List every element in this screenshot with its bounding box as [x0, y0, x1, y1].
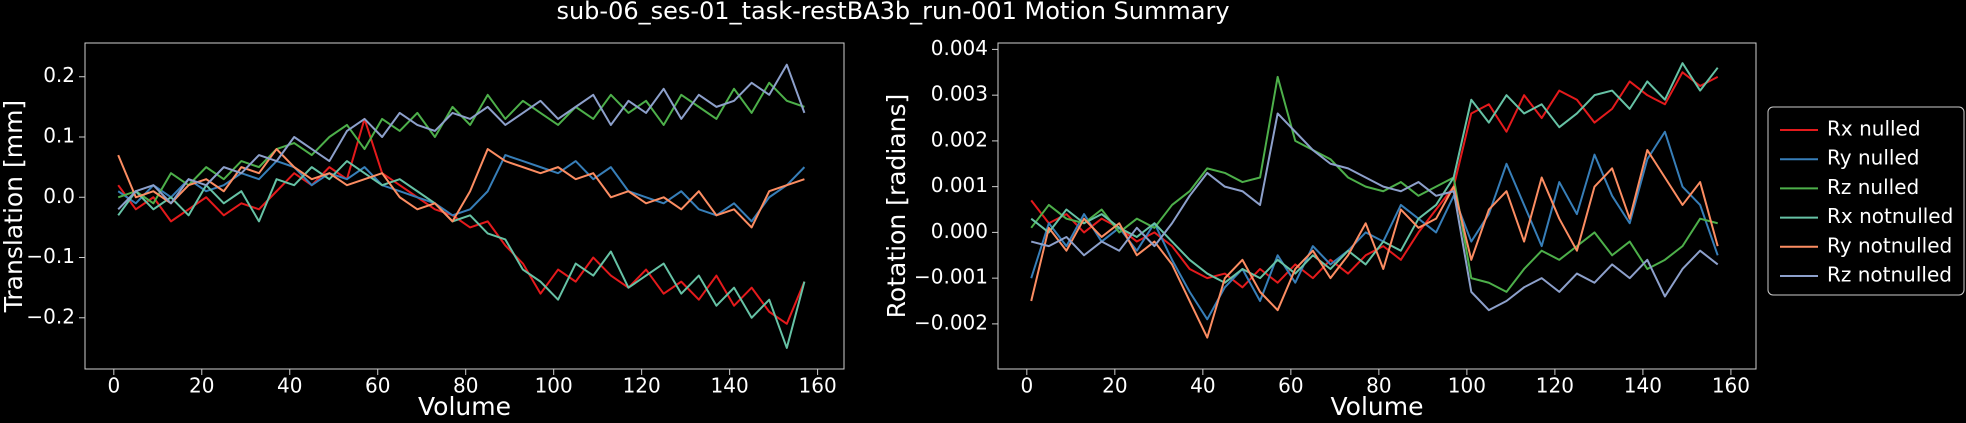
x-tick-label: 120: [1536, 374, 1574, 398]
y-tick-label: 0.1: [43, 124, 75, 148]
series-line: [117, 117, 806, 325]
y-tick-label: 0.003: [931, 82, 988, 106]
y-tick-label: 0.000: [931, 219, 988, 243]
figure-title: sub-06_ses-01_task-restBA3b_run-001 Moti…: [556, 0, 1229, 25]
x-tick-label: 60: [1278, 374, 1303, 398]
x-tick-label: 140: [1624, 374, 1662, 398]
y-tick-label: 0.004: [931, 36, 988, 60]
y-axis-label: Translation [mm]: [0, 100, 28, 313]
x-axis-label: Volume: [1331, 392, 1424, 421]
y-tick-label: −0.001: [914, 265, 988, 289]
y-axis-label: Rotation [radians]: [882, 94, 911, 319]
x-tick-label: 20: [189, 374, 214, 398]
series-line: [1030, 62, 1719, 284]
x-tick-label: 160: [1712, 374, 1750, 398]
series-line: [117, 160, 806, 349]
y-tick-label: 0.001: [931, 173, 988, 197]
x-tick-label: 60: [365, 374, 390, 398]
x-tick-label: 80: [453, 374, 478, 398]
series-line: [117, 63, 806, 211]
y-tick-label: 0.002: [931, 127, 988, 151]
x-tick-label: 100: [1448, 374, 1486, 398]
x-tick-label: 100: [535, 374, 573, 398]
y-tick-label: −0.002: [914, 310, 988, 334]
series-line: [1030, 75, 1718, 293]
y-tick-label: 0.0: [43, 184, 75, 208]
axes-frame: [997, 42, 1757, 370]
series-line: [1030, 149, 1719, 339]
x-axis-label: Volume: [418, 392, 511, 421]
x-tick-label: 0: [107, 374, 120, 398]
x-tick-label: 80: [1366, 374, 1391, 398]
x-tick-label: 40: [1190, 374, 1215, 398]
legend-label: Rz nulled: [1827, 175, 1919, 199]
legend-box: [1767, 106, 1965, 296]
x-tick-label: 40: [277, 374, 302, 398]
y-tick-label: −0.1: [26, 244, 75, 268]
x-tick-label: 20: [1102, 374, 1127, 398]
x-tick-label: 120: [623, 374, 661, 398]
legend-label: Rx nulled: [1827, 117, 1921, 141]
legend-label: Ry notnulled: [1827, 233, 1952, 257]
axes-frame: [84, 42, 845, 370]
x-tick-label: 140: [711, 374, 749, 398]
legend-label: Ry nulled: [1827, 146, 1919, 170]
x-tick-label: 160: [799, 374, 837, 398]
legend-label: Rx notnulled: [1827, 204, 1953, 228]
x-tick-label: 0: [1020, 374, 1033, 398]
series-line: [1030, 112, 1719, 312]
legend-label: Rz notnulled: [1827, 263, 1952, 287]
series-line: [117, 148, 805, 229]
y-tick-label: 0.2: [43, 63, 75, 87]
y-tick-label: −0.2: [26, 304, 75, 328]
